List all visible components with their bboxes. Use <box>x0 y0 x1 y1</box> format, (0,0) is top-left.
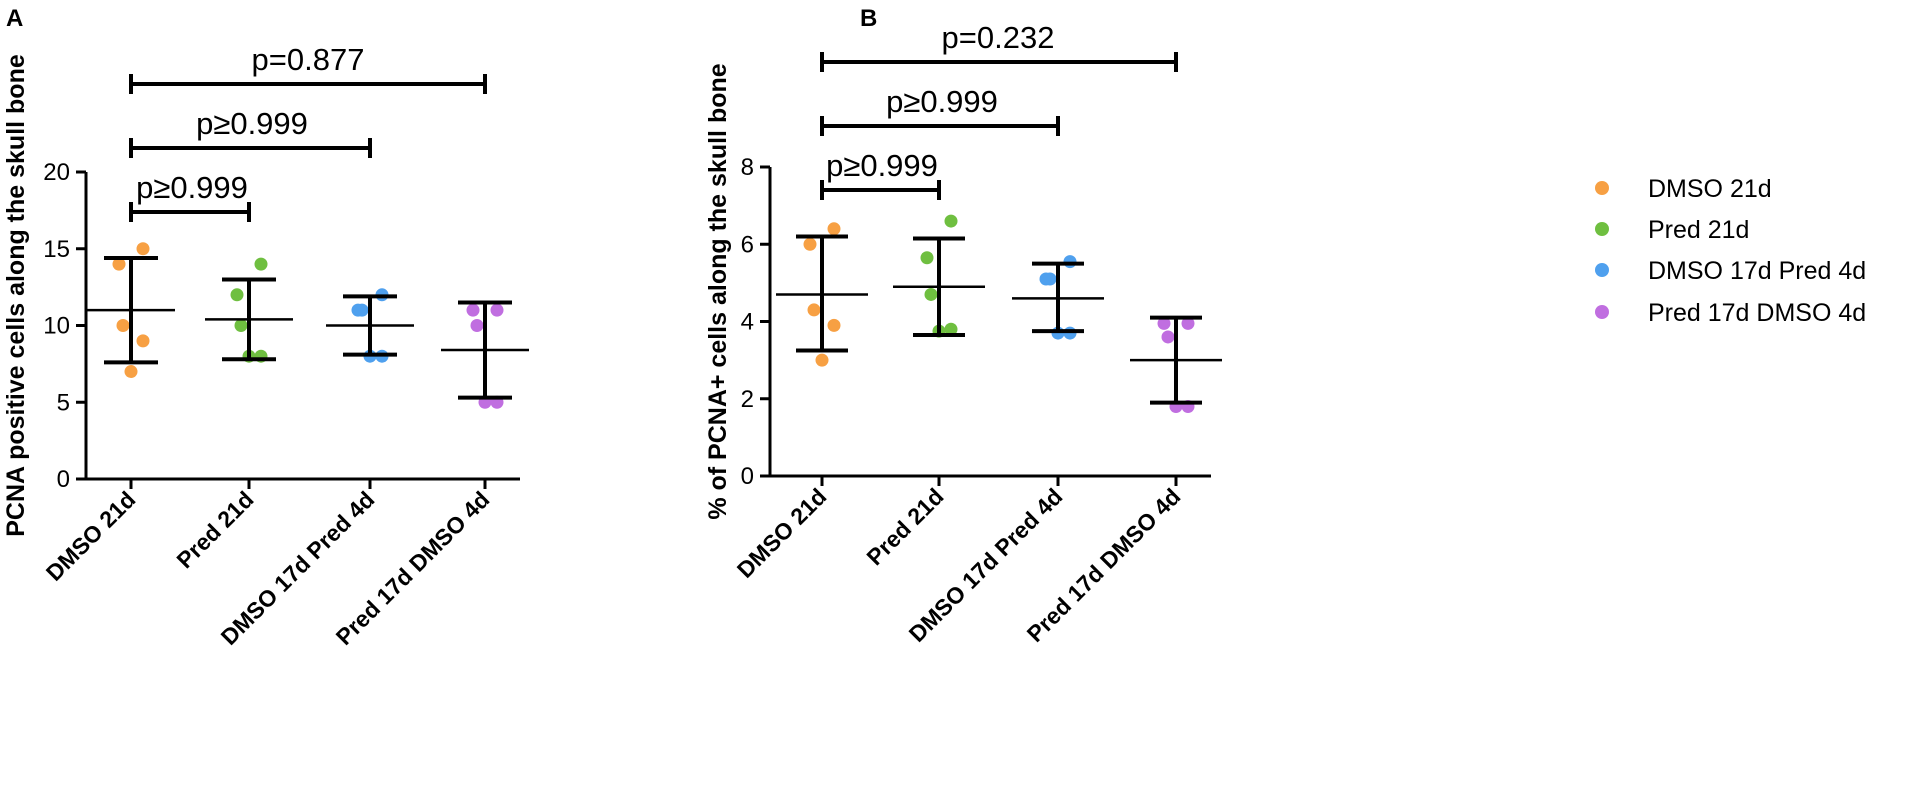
data-point <box>803 237 817 251</box>
data-point <box>944 322 958 336</box>
legend: DMSO 21d Pred 21d DMSO 17d Pred 4d Pred 17d… <box>1595 175 1866 327</box>
y-tick-label: 10 <box>43 313 70 340</box>
data-point <box>355 303 369 317</box>
x-tick-label: DMSO 21d <box>41 486 141 586</box>
data-point <box>920 251 934 265</box>
legend-item: Pred 17d DMSO 4d <box>1595 299 1866 327</box>
series-group <box>326 288 414 363</box>
data-point <box>112 257 126 271</box>
legend-label: DMSO 21d <box>1648 175 1772 203</box>
panel-letter-b: B <box>860 5 877 32</box>
significance-bracket: p=0.232 <box>820 20 1178 72</box>
legend-label: Pred 17d DMSO 4d <box>1648 299 1866 327</box>
y-tick-label: 2 <box>741 386 754 413</box>
data-point <box>124 365 138 379</box>
significance-bracket: p≥0.999 <box>820 84 1060 136</box>
data-point <box>827 222 841 236</box>
data-point <box>924 287 938 301</box>
legend-label: Pred 21d <box>1648 216 1749 244</box>
data-point <box>466 303 480 317</box>
legend-swatch <box>1595 305 1609 319</box>
data-point <box>807 303 821 317</box>
legend-label: DMSO 17d Pred 4d <box>1648 257 1866 285</box>
data-point <box>116 319 130 332</box>
y-tick-label: 4 <box>741 309 754 336</box>
x-tick-label: DMSO 21d <box>732 483 832 583</box>
series-group <box>87 242 175 379</box>
y-axis-title: PCNA positive cells along the skull bone <box>2 54 30 537</box>
series-group <box>441 300 529 409</box>
data-point <box>254 257 268 271</box>
y-tick-label: 6 <box>741 231 754 258</box>
significance-bracket: p≥0.999 <box>820 148 941 200</box>
data-point <box>827 318 841 332</box>
data-point <box>490 303 504 317</box>
significance-bracket: p≥0.999 <box>129 106 372 158</box>
data-point <box>230 288 244 302</box>
series-group <box>1012 255 1104 340</box>
legend-swatch <box>1595 263 1609 277</box>
legend-swatch <box>1595 222 1609 236</box>
legend-item: DMSO 21d <box>1595 175 1772 203</box>
data-point <box>944 214 958 228</box>
data-point <box>815 353 829 367</box>
p-value-label: p≥0.999 <box>886 84 998 119</box>
data-point <box>136 242 150 256</box>
y-tick-label: 5 <box>57 389 70 416</box>
legend-item: DMSO 17d Pred 4d <box>1595 257 1866 285</box>
p-value-label: p≥0.999 <box>196 106 308 141</box>
significance-bracket: p≥0.999 <box>129 170 251 222</box>
data-point <box>1161 330 1175 344</box>
y-tick-label: 20 <box>43 159 70 186</box>
y-axis-title: % of PCNA+ cells along the skull bone <box>704 63 732 519</box>
y-tick-label: 8 <box>741 154 754 181</box>
p-value-label: p≥0.999 <box>826 148 938 183</box>
series-group <box>893 214 985 338</box>
data-point <box>1157 316 1171 330</box>
legend-swatch <box>1595 181 1609 195</box>
legend-item: Pred 21d <box>1595 216 1749 244</box>
x-tick-label: Pred 21d <box>861 483 948 570</box>
p-value-label: p=0.232 <box>942 20 1055 55</box>
y-tick-label: 0 <box>57 466 70 493</box>
p-value-label: p≥0.999 <box>136 170 248 205</box>
series-group <box>205 257 293 363</box>
data-point <box>234 319 248 332</box>
panel-letter-a: A <box>6 5 23 32</box>
data-point <box>1181 316 1195 330</box>
p-value-label: p=0.877 <box>252 42 365 77</box>
series-group <box>1130 315 1222 413</box>
x-tick-label: Pred 21d <box>171 486 258 573</box>
significance-bracket: p=0.877 <box>129 42 487 94</box>
data-point <box>136 334 150 348</box>
y-tick-label: 0 <box>741 463 754 490</box>
series-group <box>776 222 868 367</box>
y-tick-label: 15 <box>43 236 70 263</box>
data-point <box>1043 272 1057 286</box>
data-point <box>470 319 484 332</box>
